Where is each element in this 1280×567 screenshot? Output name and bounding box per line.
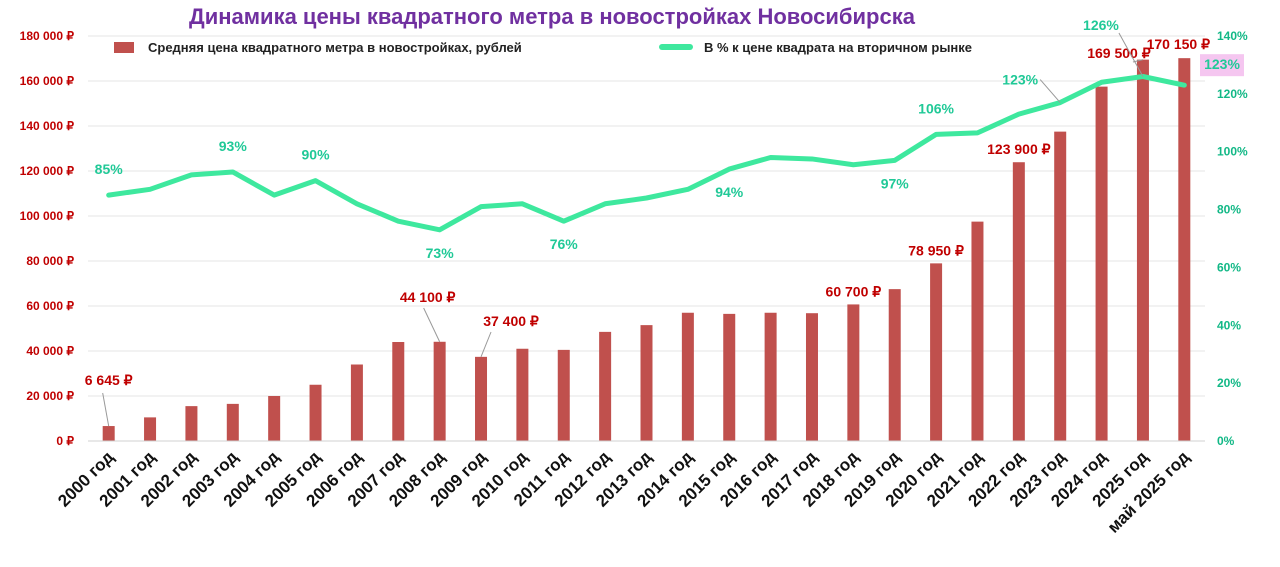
bar-value-label: 170 150 ₽ bbox=[1147, 36, 1210, 52]
percent-value-label: 94% bbox=[715, 184, 744, 200]
percent-value-label: 73% bbox=[426, 245, 455, 261]
bar-value-label: 60 700 ₽ bbox=[826, 283, 882, 299]
legend-bar-swatch bbox=[114, 42, 134, 53]
bar bbox=[805, 313, 818, 441]
leader-line bbox=[1039, 79, 1061, 103]
y-left-tick-label: 60 000 ₽ bbox=[26, 299, 74, 313]
legend-bar-label: Средняя цена квадратного метра в новостр… bbox=[148, 40, 522, 55]
bar bbox=[433, 341, 446, 441]
y-left-tick-label: 100 000 ₽ bbox=[20, 209, 75, 223]
percent-line bbox=[106, 74, 1187, 233]
y-left-tick-label: 140 000 ₽ bbox=[20, 119, 75, 133]
percent-value-label: 106% bbox=[918, 100, 954, 116]
bar-value-label: 6 645 ₽ bbox=[85, 372, 133, 388]
bar bbox=[1054, 131, 1067, 441]
bar bbox=[1136, 59, 1149, 441]
bar bbox=[144, 417, 157, 441]
y-right-tick-label: 60% bbox=[1217, 260, 1241, 274]
percent-series-line bbox=[106, 74, 1187, 233]
leader-line bbox=[1118, 32, 1144, 77]
percent-value-label: 90% bbox=[302, 147, 331, 163]
bar bbox=[392, 342, 405, 441]
percent-value-label: 126% bbox=[1083, 17, 1119, 33]
percent-value-label: 76% bbox=[550, 236, 579, 252]
chart-title: Динамика цены квадратного метра в новост… bbox=[189, 4, 916, 29]
bar bbox=[350, 364, 363, 441]
y-right-tick-label: 120% bbox=[1217, 87, 1248, 101]
percent-value-label: 93% bbox=[219, 138, 248, 154]
bar bbox=[226, 403, 239, 441]
bar bbox=[475, 356, 488, 441]
percent-value-label: 123% bbox=[1204, 56, 1240, 72]
bar-value-label: 123 900 ₽ bbox=[987, 141, 1050, 157]
percent-value-label: 85% bbox=[95, 161, 124, 177]
leader-line bbox=[102, 392, 110, 427]
leader-line bbox=[480, 331, 492, 358]
bar bbox=[309, 384, 322, 441]
bar bbox=[599, 331, 612, 441]
highlight-box bbox=[1200, 54, 1244, 77]
bar bbox=[723, 313, 736, 441]
bar bbox=[681, 312, 694, 441]
leader-line bbox=[423, 307, 441, 342]
y-left-tick-label: 20 000 ₽ bbox=[26, 389, 74, 403]
y-right-tick-label: 140% bbox=[1217, 29, 1248, 43]
bar bbox=[847, 304, 860, 441]
bar bbox=[1012, 162, 1025, 441]
bar bbox=[1095, 86, 1108, 441]
bar-value-label: 37 400 ₽ bbox=[483, 313, 539, 329]
percent-value-label: 97% bbox=[881, 175, 910, 191]
y-left-tick-label: 40 000 ₽ bbox=[26, 344, 74, 358]
y-right-tick-label: 80% bbox=[1217, 203, 1241, 217]
y-left-tick-label: 160 000 ₽ bbox=[20, 74, 75, 88]
legend: Средняя цена квадратного метра в новостр… bbox=[114, 40, 972, 55]
bar bbox=[102, 426, 115, 441]
bar bbox=[764, 312, 777, 441]
percent-value-label: 123% bbox=[1002, 72, 1038, 88]
y-left-tick-label: 80 000 ₽ bbox=[26, 254, 74, 268]
bar bbox=[268, 396, 281, 441]
bar bbox=[557, 349, 570, 441]
bar bbox=[888, 289, 901, 441]
bar bbox=[971, 221, 984, 441]
bar bbox=[516, 348, 529, 441]
y-right-tick-label: 0% bbox=[1217, 434, 1235, 448]
bar bbox=[640, 325, 653, 441]
y-left-tick-label: 120 000 ₽ bbox=[20, 164, 75, 178]
y-right-tick-label: 40% bbox=[1217, 318, 1241, 332]
bar bbox=[185, 406, 198, 441]
bar bbox=[1178, 58, 1191, 441]
y-right-tick-label: 20% bbox=[1217, 376, 1241, 390]
data-labels: 6 645 ₽ 44 100 ₽ 37 400 ₽ 60 700 ₽ 78 950 ₽ 1… bbox=[85, 17, 1244, 427]
bar-value-label: 169 500 ₽ bbox=[1087, 45, 1150, 61]
y-right-tick-label: 100% bbox=[1217, 145, 1248, 159]
y-left-tick-label: 180 000 ₽ bbox=[20, 29, 75, 43]
y-left-tick-label: 0 ₽ bbox=[56, 434, 74, 448]
legend-line-label: В % к цене квадрата на вторичном рынке bbox=[704, 40, 972, 55]
bars bbox=[102, 58, 1191, 441]
bar-value-label: 44 100 ₽ bbox=[400, 289, 456, 305]
bar-value-label: 78 950 ₽ bbox=[908, 242, 964, 258]
bar bbox=[930, 263, 943, 441]
